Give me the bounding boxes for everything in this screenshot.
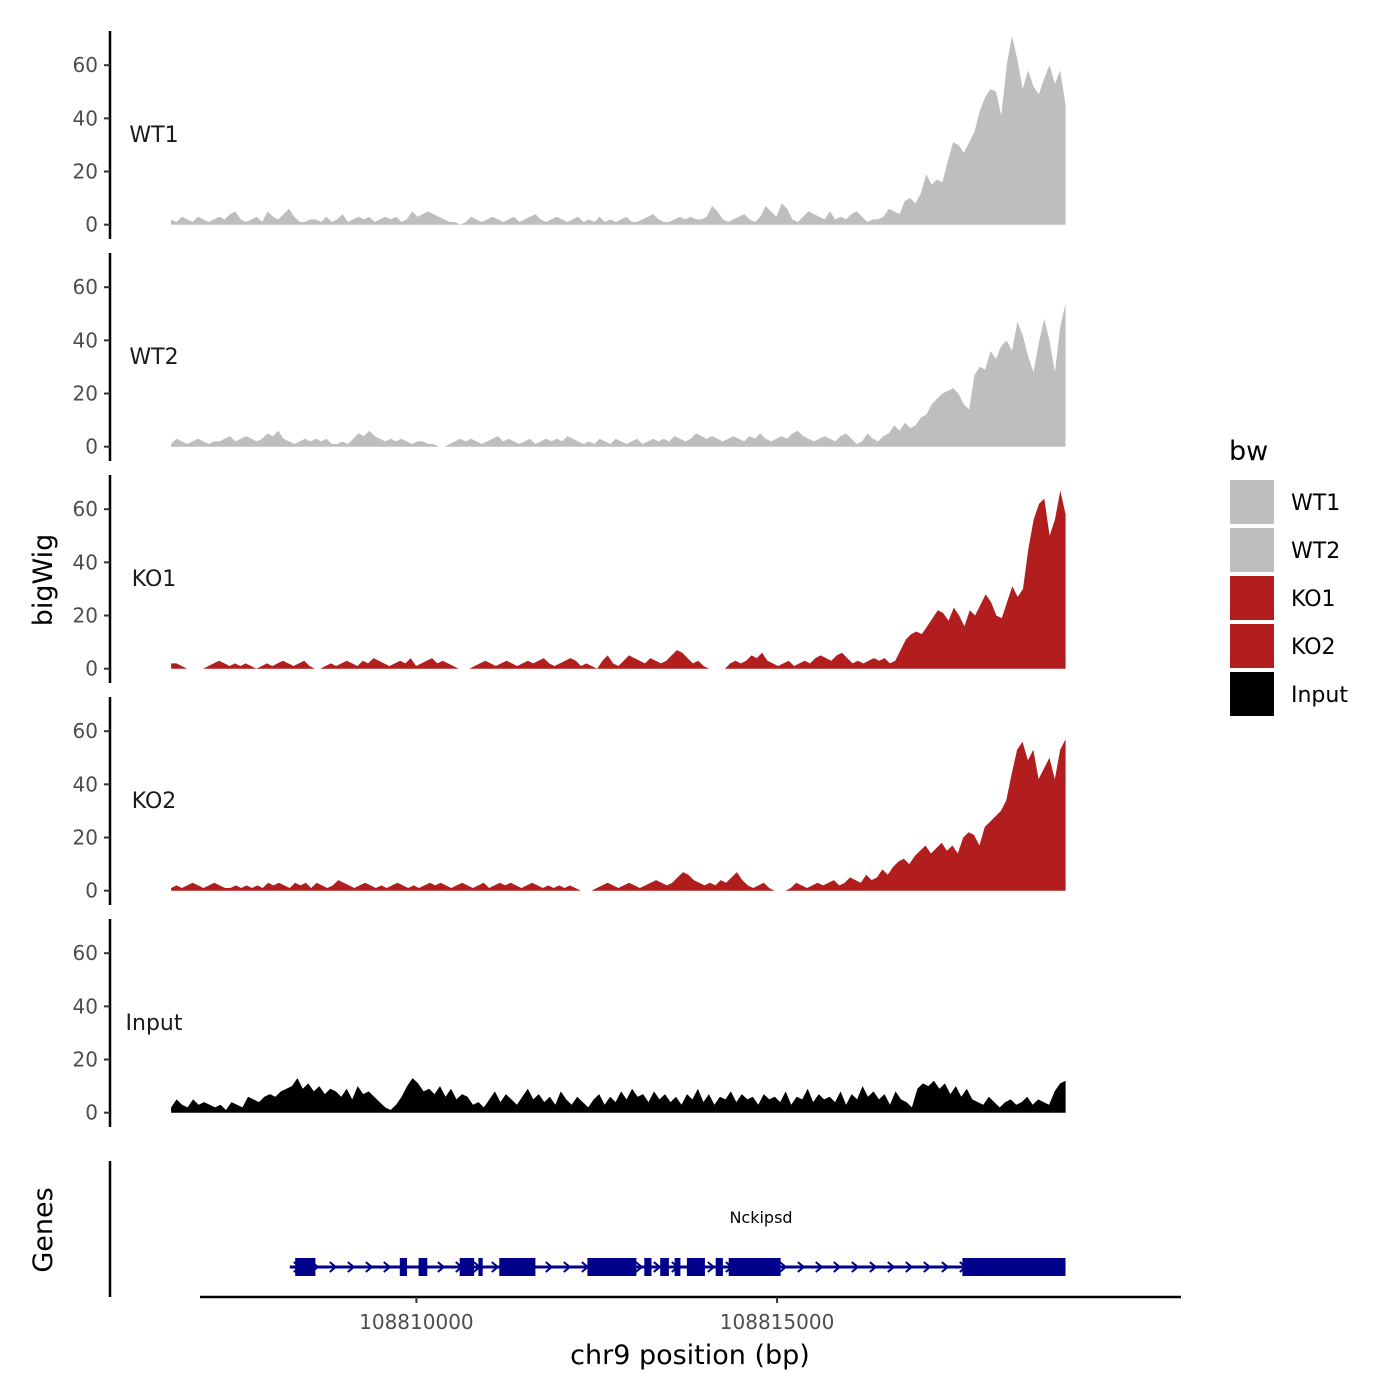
y-tick-label: 60 xyxy=(73,275,98,299)
legend-label: Input xyxy=(1291,683,1348,708)
track-label: KO2 xyxy=(132,789,177,814)
area-wt2 xyxy=(171,303,1066,447)
legend-label: WT1 xyxy=(1291,491,1340,516)
y-tick-label: 0 xyxy=(85,657,98,681)
strand-arrow xyxy=(815,1261,824,1273)
gene-name-label: Nckipsd xyxy=(729,1208,792,1227)
y-tick-label: 40 xyxy=(73,550,98,574)
track-label: Input xyxy=(126,1011,183,1036)
legend-key xyxy=(1230,480,1274,524)
y-tick-label: 0 xyxy=(85,435,98,459)
strand-arrow xyxy=(779,1261,788,1273)
genes-track-title: Genes xyxy=(28,1187,59,1272)
track-label: KO1 xyxy=(132,567,177,592)
exon xyxy=(728,1258,781,1276)
legend-entry-wt1: WT1 xyxy=(1230,480,1340,524)
y-tick-label: 20 xyxy=(73,604,98,628)
exon xyxy=(674,1258,681,1276)
strand-arrow xyxy=(329,1261,338,1273)
x-tick-label: 108810000 xyxy=(359,1310,474,1334)
strand-arrow xyxy=(707,1261,716,1273)
strand-arrow xyxy=(653,1261,662,1273)
track-wt1: 0 20 40 60 WT1 xyxy=(73,31,1066,239)
legend-key xyxy=(1230,528,1274,572)
strand-arrow xyxy=(887,1261,896,1273)
strand-arrow xyxy=(941,1261,950,1273)
exon xyxy=(478,1258,483,1276)
legend-entry-input: Input xyxy=(1230,672,1348,716)
x-axis: 108810000 108815000 xyxy=(200,1295,1181,1334)
exon xyxy=(660,1258,669,1276)
exon xyxy=(644,1258,652,1276)
y-tick-label: 20 xyxy=(73,382,98,406)
legend-entry-ko2: KO2 xyxy=(1230,624,1336,668)
exon xyxy=(962,1258,1066,1276)
track-wt2: 0 20 40 60 WT2 xyxy=(73,253,1066,461)
legend-label: WT2 xyxy=(1291,539,1340,564)
strand-arrow xyxy=(635,1261,644,1273)
strand-arrow xyxy=(437,1261,446,1273)
y-tick-label: 0 xyxy=(85,1101,98,1125)
strand-arrow xyxy=(383,1261,392,1273)
exon xyxy=(459,1258,475,1276)
track-label: WT2 xyxy=(129,345,178,370)
y-tick-label: 40 xyxy=(73,772,98,796)
y-tick-label: 60 xyxy=(73,719,98,743)
strand-arrow xyxy=(563,1261,572,1273)
legend-entries: WT1 WT2 KO1 KO2 Input xyxy=(1230,480,1348,716)
track-ko1: 0 20 40 60 KO1 xyxy=(73,475,1066,683)
strand-arrow xyxy=(833,1261,842,1273)
strand-arrow xyxy=(797,1261,806,1273)
strand-arrow xyxy=(905,1261,914,1273)
strand-arrow xyxy=(851,1261,860,1273)
exon xyxy=(686,1258,705,1276)
y-tick-label: 40 xyxy=(73,106,98,130)
area-ko1 xyxy=(171,490,1066,669)
y-tick-label: 40 xyxy=(73,994,98,1018)
legend-entry-wt2: WT2 xyxy=(1230,528,1340,572)
strand-arrow xyxy=(545,1261,554,1273)
y-tick-label: 20 xyxy=(73,1048,98,1072)
y-axis-title: bigWig xyxy=(28,534,59,627)
exon xyxy=(399,1258,407,1276)
track-label: WT1 xyxy=(129,123,178,148)
strand-arrow xyxy=(491,1261,500,1273)
legend-entry-ko1: KO1 xyxy=(1230,576,1336,620)
area-wt1 xyxy=(171,36,1066,225)
y-tick-label: 20 xyxy=(73,826,98,850)
legend-label: KO1 xyxy=(1291,587,1336,612)
strand-arrow xyxy=(869,1261,878,1273)
y-tick-label: 20 xyxy=(73,160,98,184)
genes-track: Nckipsd xyxy=(108,1161,1066,1297)
legend-label: KO2 xyxy=(1291,635,1336,660)
exon xyxy=(418,1258,428,1276)
legend: bw WT1 WT2 KO1 KO2 Input xyxy=(1229,436,1348,716)
y-tick-label: 60 xyxy=(73,941,98,965)
area-ko2 xyxy=(171,739,1066,891)
x-tick-label: 108815000 xyxy=(720,1310,835,1334)
track-input: 0 20 40 60 Input xyxy=(73,919,1066,1127)
strand-arrow xyxy=(365,1261,374,1273)
exon xyxy=(715,1258,723,1276)
strand-arrow xyxy=(923,1261,932,1273)
legend-key xyxy=(1230,576,1274,620)
y-tick-label: 0 xyxy=(85,213,98,237)
y-tick-label: 0 xyxy=(85,879,98,903)
strand-arrow xyxy=(347,1261,356,1273)
legend-title: bw xyxy=(1229,436,1268,467)
exon xyxy=(499,1258,536,1276)
track-ko2: 0 20 40 60 KO2 xyxy=(73,697,1066,905)
y-tick-label: 40 xyxy=(73,328,98,352)
y-tick-label: 60 xyxy=(73,497,98,521)
legend-key xyxy=(1230,672,1274,716)
exon xyxy=(587,1258,637,1276)
x-axis-title: chr9 position (bp) xyxy=(570,1340,810,1371)
area-input xyxy=(171,1078,1066,1113)
exon xyxy=(295,1258,316,1276)
y-tick-label: 60 xyxy=(73,53,98,77)
legend-key xyxy=(1230,624,1274,668)
signal-tracks: 0 20 40 60 WT1 0 20 40 60 WT2 0 20 40 60 KO1 0 20 40 60 KO2… xyxy=(73,31,1066,1127)
